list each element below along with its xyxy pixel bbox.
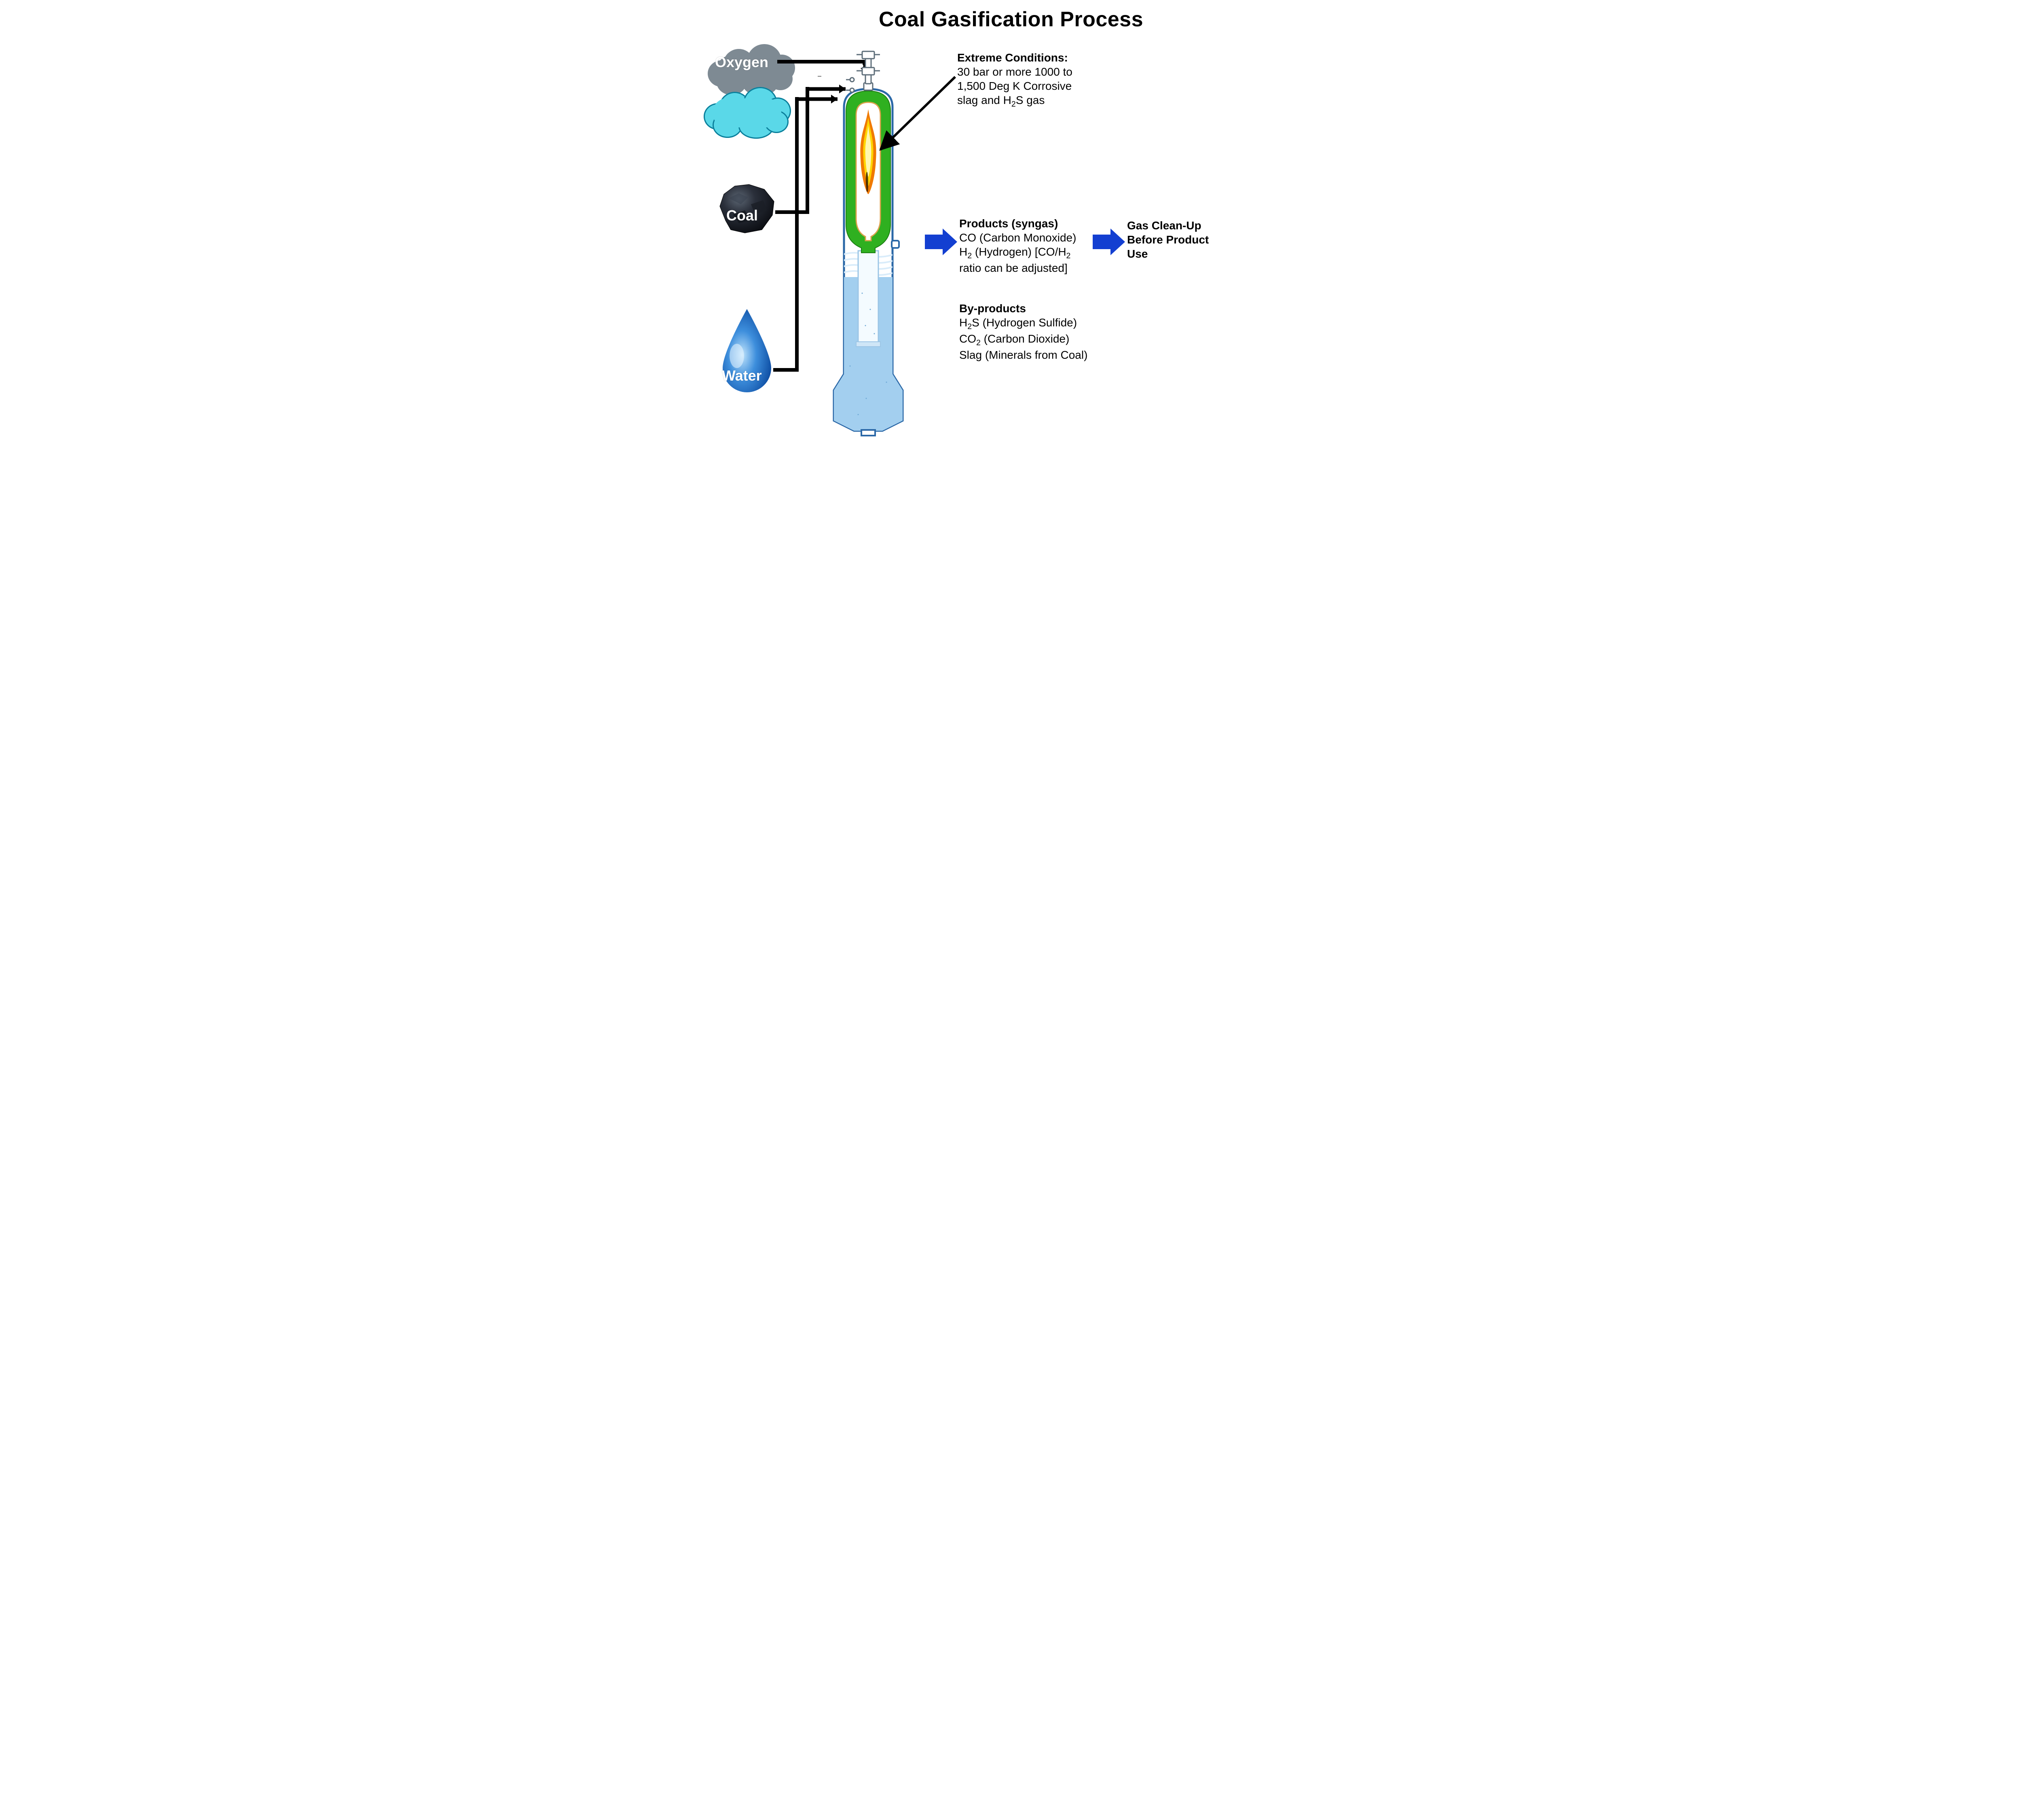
pipe-segment: [773, 368, 795, 372]
byproducts-text: By-productsH2S (Hydrogen Sulfide)CO2 (Ca…: [959, 301, 1087, 362]
pipe-segment: [806, 87, 809, 214]
pipe-segment: [775, 210, 806, 214]
oxygen-label: Oxygen: [715, 54, 768, 71]
diagram-canvas: Coal Gasification Process Oxygen Coal: [700, 0, 1322, 455]
conditions-arrow: [872, 71, 961, 160]
page-title: Coal Gasification Process: [700, 7, 1322, 32]
coal-label: Coal: [726, 207, 758, 224]
cloud-body: [704, 86, 789, 134]
products-text: Products (syngas)CO (Carbon Monoxide)H2 …: [959, 216, 1076, 275]
water-label: Water: [722, 367, 762, 384]
flow-arrow-2: [1093, 229, 1125, 255]
pipe-segment: [795, 97, 799, 372]
conditions-text: Extreme Conditions:30 bar or more 1000 t…: [957, 51, 1072, 109]
cleanup-text: Gas Clean-UpBefore ProductUse: [1127, 218, 1209, 261]
flow-arrow-1: [925, 229, 957, 255]
